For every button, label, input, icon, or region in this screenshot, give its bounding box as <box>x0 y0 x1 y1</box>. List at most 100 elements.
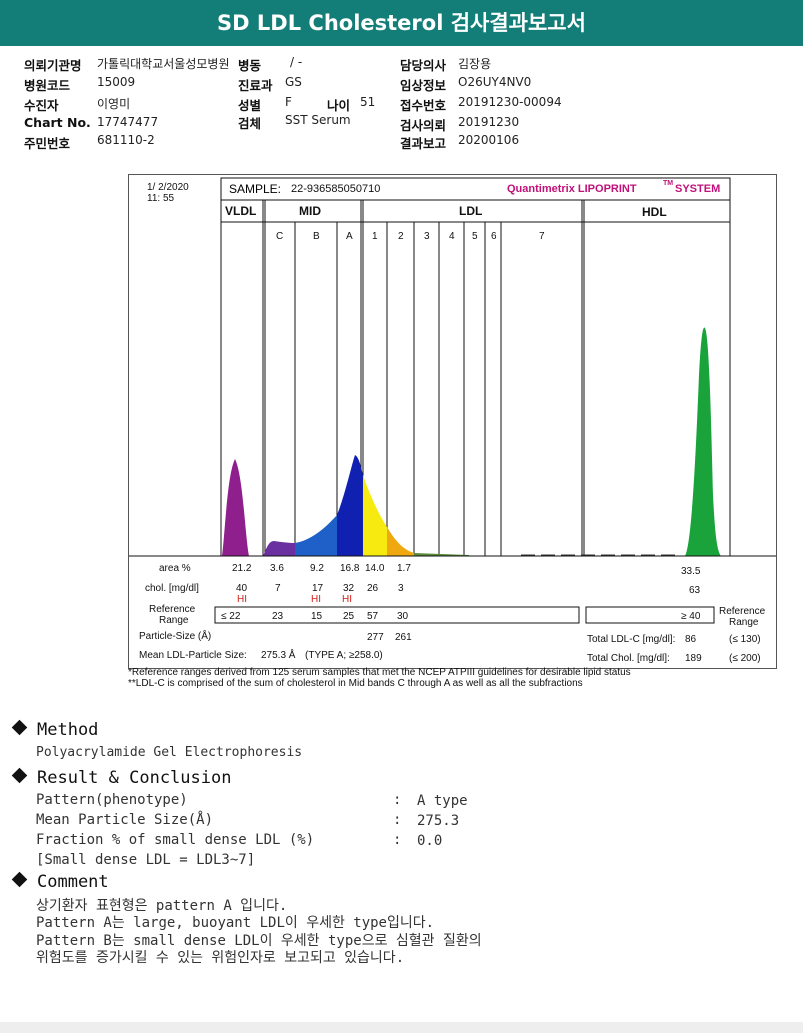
info-value: 51 <box>360 95 376 109</box>
info-value: 김장용 <box>458 57 492 71</box>
result-value: 0.0 <box>417 833 443 849</box>
hi-flag: HI <box>311 594 321 605</box>
info-value: 20191230 <box>458 115 520 129</box>
comment-line: Pattern B는 small dense LDL이 우세한 type으로 심… <box>36 933 482 949</box>
total-chol-value: 189 <box>685 653 702 664</box>
info-label: 나이 <box>327 98 351 113</box>
ref-label: Range <box>729 617 759 628</box>
info-label: 수진자 <box>24 98 59 113</box>
sample-label: SAMPLE: <box>229 182 281 196</box>
info-value: 가톨릭대학교서울성모병원 <box>97 57 230 71</box>
mean-value: 275.3 Å <box>261 648 296 661</box>
subband-label: A <box>346 231 353 242</box>
lipoprint-chart: 1/ 2/2020 11: 55 SAMPLE: 22-936585050710… <box>129 177 776 664</box>
ref-value: 57 <box>367 611 379 622</box>
page-footer-band <box>0 1022 803 1033</box>
particle-label: Particle-Size (Å) <box>139 629 211 642</box>
ref-box-hdl <box>585 606 715 624</box>
peak-hdl <box>685 327 721 556</box>
subband-label: B <box>313 231 320 242</box>
method-heading: Method <box>11 719 99 740</box>
total-ldl-ref: (≤ 130) <box>729 634 761 645</box>
chol-value: 40 <box>236 583 248 594</box>
info-label: 접수번호 <box>400 98 447 113</box>
info-label: 담당의사 <box>400 58 447 73</box>
area-label: area % <box>159 563 191 574</box>
subband-label: 3 <box>424 231 430 242</box>
result-value: A type <box>417 793 468 809</box>
comment-line: 위험도를 증가시킬 수 있는 위험인자로 보고되고 있습니다. <box>36 950 405 966</box>
area-value: 9.2 <box>310 563 324 574</box>
result-colon: : <box>393 832 402 848</box>
info-label: 병원코드 <box>24 78 71 93</box>
band-label-mid: MID <box>299 204 321 218</box>
chol-value: 17 <box>312 583 324 594</box>
chol-label: chol. [mg/dl] <box>145 583 199 594</box>
particle-value: 261 <box>395 632 412 643</box>
info-label: 검사의뢰 <box>400 118 447 133</box>
particle-value: 277 <box>367 632 384 643</box>
info-value: SST Serum <box>285 113 351 127</box>
mean-label: Mean LDL-Particle Size: <box>139 650 247 661</box>
info-label: Chart No. <box>24 115 91 130</box>
brand-tm: TM <box>663 180 673 187</box>
diamond-bullet-icon <box>11 767 28 784</box>
info-label: 주민번호 <box>24 136 71 151</box>
subband-label: 5 <box>472 231 478 242</box>
result-colon: : <box>393 812 402 828</box>
patient-info: 의뢰기관명 가톨릭대학교서울성모병원 병원코드 15009 수진자 이영미 Ch… <box>0 46 803 165</box>
note-line: *Reference ranges derived from 125 serum… <box>128 667 631 678</box>
peak-ldl3 <box>414 553 469 556</box>
peak-ldl1 <box>363 475 387 556</box>
peak-mid-a <box>337 455 363 556</box>
result-label: Pattern(phenotype) <box>36 792 188 808</box>
report-notes: *Reference ranges derived from 125 serum… <box>128 667 631 689</box>
ref-label: Range <box>159 615 189 626</box>
info-label: 임상정보 <box>400 78 447 93</box>
report-title: SD LDL Cholesterol 검사결과보고서 <box>0 0 803 46</box>
subband-label: 1 <box>372 231 378 242</box>
comment-heading: Comment <box>11 871 109 892</box>
peak-ldl2 <box>387 527 414 556</box>
subband-label: 2 <box>398 231 404 242</box>
info-value: F <box>285 95 292 109</box>
peak-mid-b <box>295 515 337 556</box>
ref-box-ldl <box>214 606 580 624</box>
lipoprint-report: 1/ 2/2020 11: 55 SAMPLE: 22-936585050710… <box>128 174 777 669</box>
peak-vldl <box>222 459 249 556</box>
result-label: Fraction % of small dense LDL (%) <box>36 832 315 848</box>
total-ldl-value: 86 <box>685 634 697 645</box>
chol-value: 63 <box>689 585 701 596</box>
ref-value: ≥ 40 <box>681 611 701 622</box>
info-label: 결과보고 <box>400 136 447 151</box>
chol-value: 32 <box>343 583 355 594</box>
band-label-ldl: LDL <box>459 204 482 218</box>
note-line: **LDL-C is comprised of the sum of chole… <box>128 678 583 689</box>
method-heading-text: Method <box>37 720 99 740</box>
info-value: GS <box>285 75 302 89</box>
hi-flag: HI <box>342 594 352 605</box>
info-value: 20191230-00094 <box>458 95 562 109</box>
result-colon: : <box>393 792 402 808</box>
plot-frame <box>220 199 731 557</box>
result-label: Mean Particle Size(Å) <box>36 812 214 828</box>
ref-value: 23 <box>272 611 284 622</box>
band-label-hdl: HDL <box>642 205 667 219</box>
area-value: 14.0 <box>365 563 385 574</box>
info-label: 의뢰기관명 <box>24 58 82 73</box>
area-value: 21.2 <box>232 563 252 574</box>
ref-value: 25 <box>343 611 355 622</box>
report-time: 11: 55 <box>147 193 174 204</box>
diamond-bullet-icon <box>11 871 28 888</box>
info-label: 진료과 <box>238 78 273 93</box>
result-heading: Result & Conclusion <box>11 767 231 788</box>
comment-heading-text: Comment <box>37 872 109 892</box>
brand-system: SYSTEM <box>675 183 720 195</box>
method-text: Polyacrylamide Gel Electrophoresis <box>36 745 303 760</box>
subband-label: C <box>276 231 283 242</box>
info-value: 20200106 <box>458 133 520 147</box>
report-date: 1/ 2/2020 <box>147 182 189 193</box>
total-chol-ref: (≤ 200) <box>729 653 761 664</box>
band-dividers <box>221 200 730 556</box>
sample-id: 22-936585050710 <box>291 183 380 195</box>
